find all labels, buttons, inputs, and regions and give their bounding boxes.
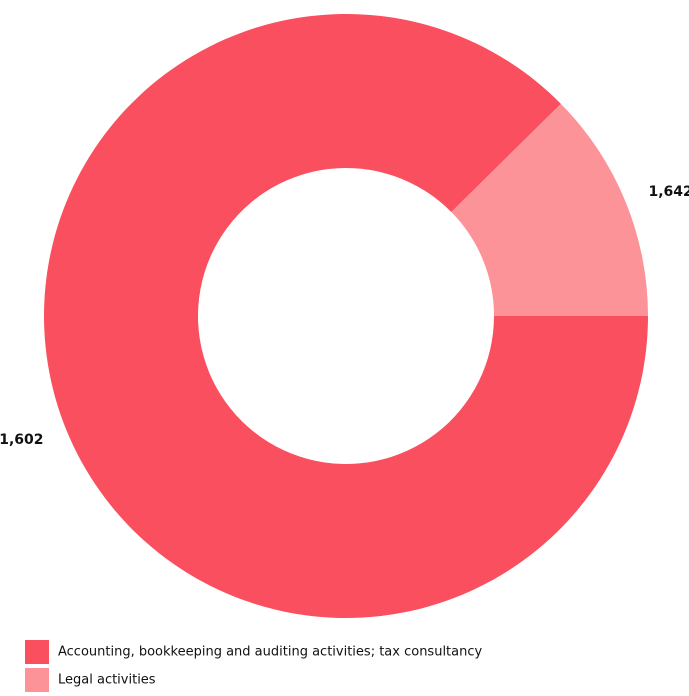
legend-label: Legal activities bbox=[58, 673, 156, 688]
donut-slice bbox=[451, 103, 648, 316]
value-label: 1,642 bbox=[649, 184, 689, 200]
legend-swatch bbox=[25, 668, 49, 692]
legend-label: Accounting, bookkeeping and auditing act… bbox=[58, 645, 483, 660]
donut-slice bbox=[44, 13, 648, 619]
value-label: 11,602 bbox=[0, 432, 43, 448]
legend-swatch bbox=[25, 640, 49, 664]
